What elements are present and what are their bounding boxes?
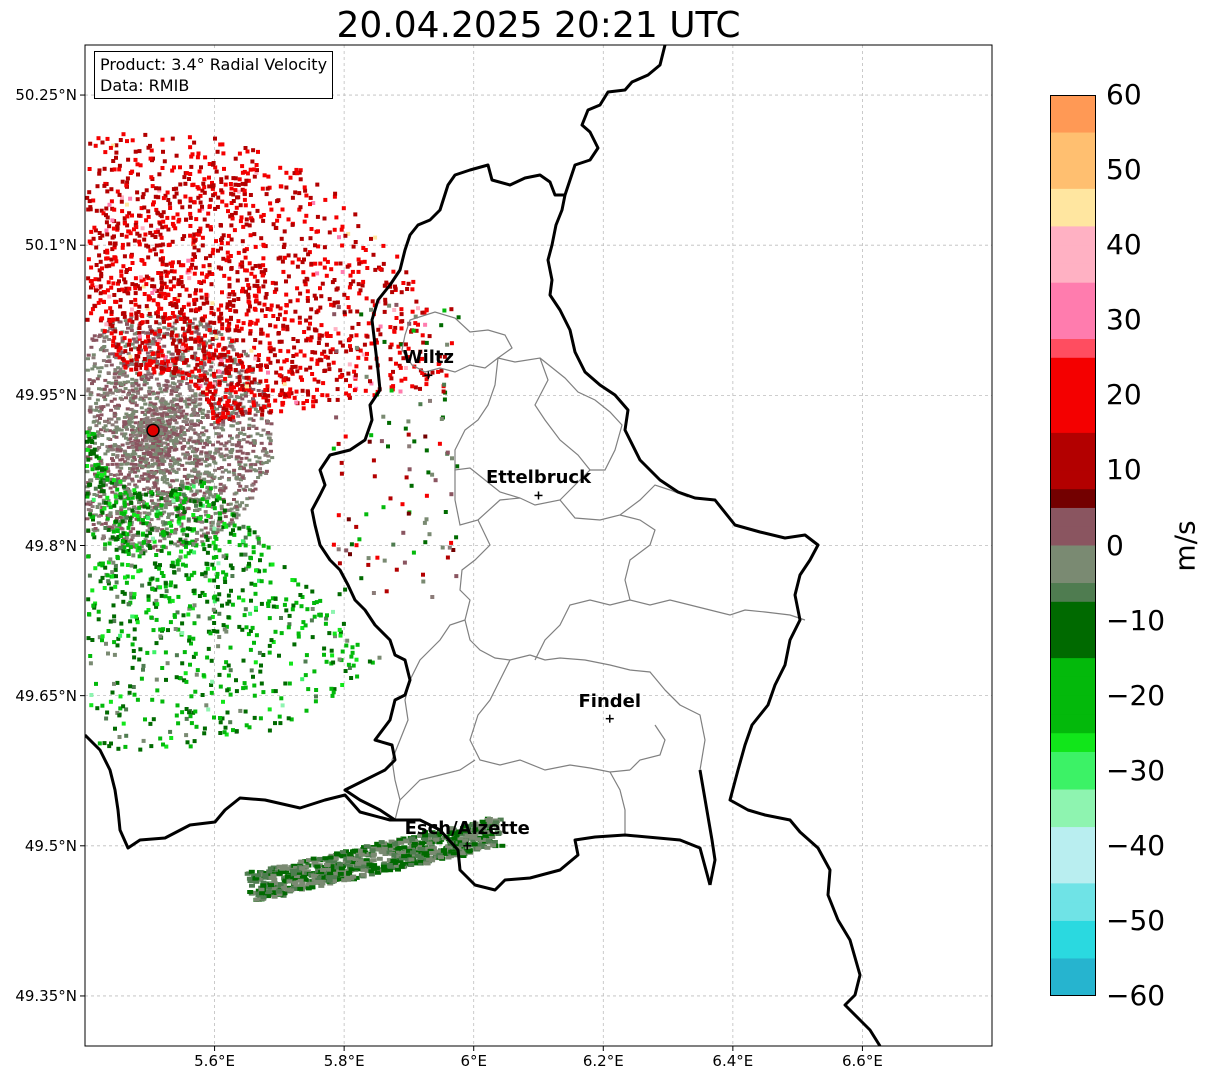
colorbar-band: [1050, 526, 1096, 547]
colorbar-tick-label: 40: [1106, 228, 1142, 262]
colorbar-band: [1050, 958, 1096, 978]
colorbar-band: [1050, 902, 1096, 922]
lat-tick-label: 49.5°N: [24, 836, 77, 855]
colorbar-band: [1050, 414, 1096, 434]
velocity-colorbar: [1050, 95, 1096, 996]
colorbar-tick-label: 20: [1106, 378, 1142, 412]
colorbar-band: [1050, 226, 1096, 246]
axis-ticks: [80, 94, 863, 1051]
colorbar-tick-label: 0: [1106, 528, 1124, 562]
colorbar-band: [1050, 827, 1096, 847]
colorbar-tick-label: 60: [1106, 78, 1142, 111]
city-label: Findel: [578, 690, 642, 712]
colorbar-band: [1050, 601, 1096, 622]
colorbar-band: [1050, 151, 1096, 171]
radar-echo-layer: [85, 132, 506, 902]
colorbar-band: [1050, 132, 1096, 152]
lat-tick-label: 50.1°N: [24, 236, 77, 255]
colorbar-band: [1050, 432, 1096, 453]
colorbar-tick-label: −20: [1106, 678, 1166, 712]
colorbar-band: [1050, 770, 1096, 791]
colorbar-band: [1050, 883, 1096, 903]
lon-tick-label: 6°E: [460, 1052, 487, 1070]
colorbar-band: [1050, 489, 1096, 509]
colorbar-band: [1050, 170, 1096, 190]
map-title: 20.04.2025 20:21 UTC: [336, 5, 741, 46]
colorbar-band: [1050, 920, 1096, 941]
lon-tick-label: 6.2°E: [582, 1052, 624, 1070]
colorbar-band: [1050, 282, 1096, 303]
colorbar-band: [1050, 451, 1096, 472]
colorbar-band: [1050, 188, 1096, 209]
lon-tick-label: 5.6°E: [194, 1052, 235, 1070]
colorbar-tick-label: 30: [1106, 303, 1142, 337]
colorbar-band: [1050, 376, 1096, 396]
lat-tick-label: 49.35°N: [15, 986, 77, 1005]
colorbar-band: [1050, 714, 1096, 734]
colorbar-band: [1050, 620, 1096, 640]
colorbar-band: [1050, 695, 1096, 716]
colorbar-band: [1050, 357, 1096, 378]
colorbar-band: [1050, 339, 1096, 359]
lat-tick-label: 49.95°N: [15, 386, 77, 405]
colorbar-band: [1050, 507, 1096, 528]
map-gridlines: [85, 45, 992, 1046]
colorbar-tick-label: −60: [1106, 979, 1166, 1012]
colorbar-band: [1050, 320, 1096, 340]
colorbar-band: [1050, 95, 1096, 115]
colorbar-tick-label: −50: [1106, 903, 1166, 937]
city-markers: [424, 371, 614, 850]
colorbar-band: [1050, 676, 1096, 697]
colorbar-band: [1050, 545, 1096, 565]
colorbar-band: [1050, 583, 1096, 603]
colorbar-band: [1050, 564, 1096, 584]
colorbar-band: [1050, 789, 1096, 809]
colorbar-band: [1050, 751, 1096, 772]
colorbar-tick-label: −30: [1106, 753, 1166, 787]
city-label: Ettelbruck: [485, 467, 592, 489]
colorbar-band: [1050, 658, 1096, 678]
colorbar-band: [1050, 864, 1096, 884]
lon-tick-label: 6.6°E: [842, 1052, 883, 1070]
colorbar-tick-label: −10: [1106, 603, 1166, 637]
lat-tick-label: 50.25°N: [15, 86, 77, 105]
lat-tick-label: 49.8°N: [24, 536, 77, 555]
colorbar-band: [1050, 113, 1096, 134]
data-source-label: Data: RMIB: [100, 76, 190, 95]
colorbar-band: [1050, 263, 1096, 284]
colorbar-band: [1050, 245, 1096, 265]
city-label: Esch/Alzette: [404, 817, 530, 839]
colorbar-tick-label: 10: [1106, 453, 1142, 487]
lon-tick-label: 6.4°E: [712, 1052, 754, 1070]
product-label: Product: 3.4° Radial Velocity: [100, 55, 328, 74]
colorbar-band: [1050, 395, 1096, 415]
colorbar-tick-label: 50: [1106, 153, 1142, 187]
colorbar-band: [1050, 939, 1096, 960]
colorbar-band: [1050, 639, 1096, 659]
colorbar-band: [1050, 808, 1096, 828]
city-label: Wiltz: [402, 347, 454, 369]
product-info-box: Product: 3.4° Radial Velocity Data: RMIB: [94, 51, 334, 99]
colorbar-band: [1050, 845, 1096, 866]
colorbar-band: [1050, 733, 1096, 753]
colorbar-band: [1050, 207, 1096, 227]
lat-tick-label: 49.65°N: [15, 686, 77, 705]
colorbar-band: [1050, 301, 1096, 321]
colorbar-label: m/s: [1168, 520, 1202, 572]
lon-tick-label: 5.8°E: [323, 1052, 365, 1070]
colorbar-band: [1050, 470, 1096, 490]
radar-site-marker: [146, 423, 160, 438]
colorbar-band: [1050, 977, 1096, 996]
colorbar-tick-label: −40: [1106, 828, 1166, 862]
country-borders: [85, 45, 882, 1046]
